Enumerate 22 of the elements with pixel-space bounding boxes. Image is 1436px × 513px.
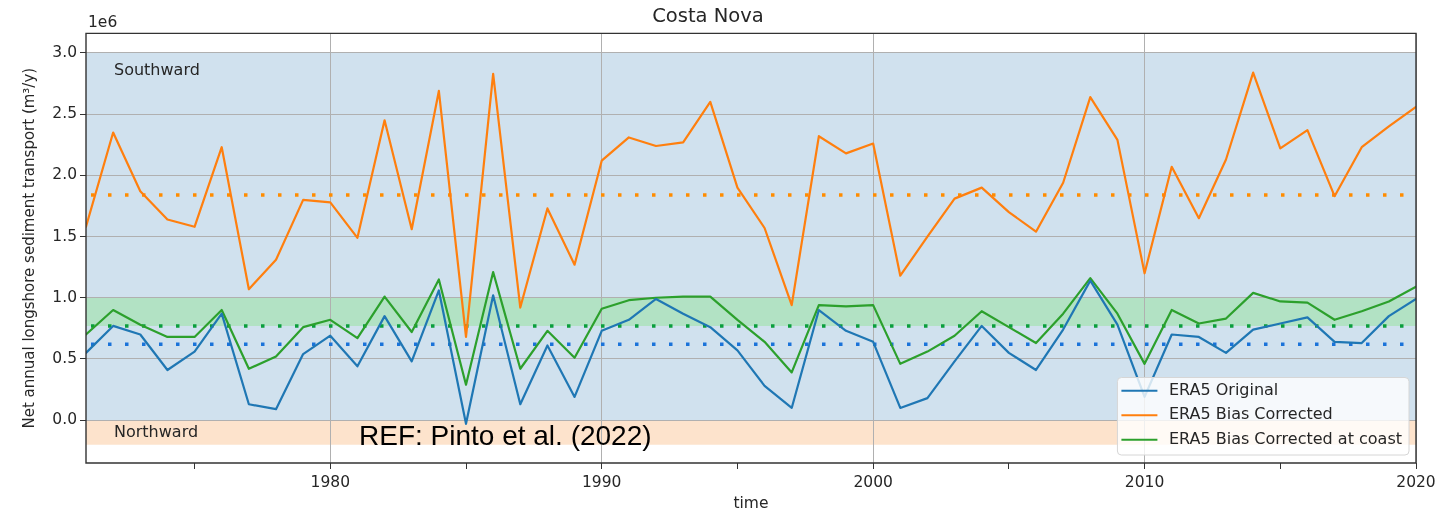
y-tick-label: 1.0: [52, 287, 77, 306]
x-tick-label: 1980: [310, 473, 351, 492]
y-tick-label: 2.5: [52, 104, 77, 123]
y-tick-label: 2.0: [52, 165, 77, 184]
y-tick-label: 3.0: [52, 43, 77, 62]
x-tick-label: 2020: [1396, 473, 1436, 492]
chart-title: Costa Nova: [652, 3, 764, 27]
legend-label: ERA5 Original: [1168, 379, 1279, 399]
y-tick-label: 1.5: [52, 226, 77, 245]
text: 1e6: [88, 13, 118, 32]
band-label: Southward: [114, 60, 200, 80]
annotation: REF: Pinto et al. (2022): [359, 419, 652, 451]
x-tick-label: 1990: [581, 473, 622, 492]
y-tick-label: 0.0: [52, 410, 77, 429]
y-axis-title: Net annual longshore sediment transport (m³/y): [19, 67, 38, 429]
x-tick-label: 2000: [853, 473, 893, 492]
y-tick-label: 0.5: [52, 349, 77, 367]
band-label: Northward: [114, 421, 199, 441]
legend-label: ERA5 Bias Corrected at coast: [1168, 428, 1403, 448]
x-axis-title: time: [733, 493, 769, 512]
x-tick-label: 2010: [1124, 473, 1165, 492]
legend-label: ERA5 Bias Corrected: [1168, 404, 1333, 424]
